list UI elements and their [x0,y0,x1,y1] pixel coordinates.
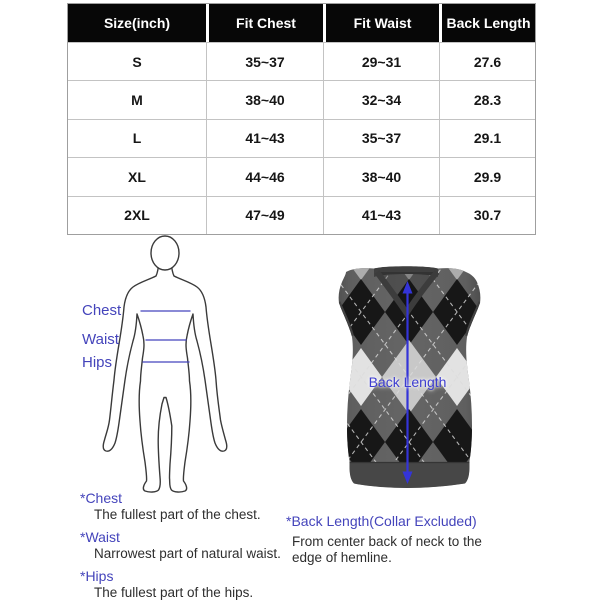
cell-chest: 41~43 [206,118,323,158]
hips-label: Hips [82,354,113,371]
col-header-size: Size(inch) [68,4,206,42]
table-row: 2XL 47~49 41~43 30.7 [68,195,535,234]
note-desc-hips: The fullest part of the hips. [94,585,254,600]
measurement-notes-left: *Chest The fullest part of the chest. *W… [80,490,310,600]
table-row: M 38~40 32~34 28.3 [68,80,535,119]
cell-chest: 35~37 [206,42,323,81]
cell-size: S [68,42,206,81]
note-title-chest: *Chest [80,490,123,506]
cell-back-length: 28.3 [439,80,535,119]
cell-chest: 44~46 [206,157,323,196]
col-header-fit-chest: Fit Chest [206,4,323,42]
note-title-hips: *Hips [80,568,114,584]
col-header-back-length: Back Length [439,4,535,42]
chest-label: Chest [82,302,122,319]
body-head [150,235,180,271]
col-header-fit-waist: Fit Waist [323,4,439,42]
table-row: L 41~43 35~37 29.1 [68,118,535,158]
cell-waist: 29~31 [323,42,439,81]
note-title-waist: *Waist [80,529,120,545]
body-outline-figure [102,235,228,493]
cell-waist: 38~40 [323,157,439,196]
note-desc-waist: Narrowest part of natural waist. [94,546,281,561]
size-chart-table: Size(inch) Fit Chest Fit Waist Back Leng… [67,3,536,235]
back-length-label: Back Length [368,374,447,390]
cell-size: 2XL [68,195,206,234]
table-row: S 35~37 29~31 27.6 [68,42,535,81]
cell-back-length: 29.1 [439,118,535,158]
cell-waist: 32~34 [323,80,439,119]
cell-chest: 38~40 [206,80,323,119]
waist-label: Waist [82,331,119,348]
note-title-back-length: *Back Length(Collar Excluded) [286,513,477,529]
table-row: XL 44~46 38~40 29.9 [68,157,535,196]
cell-size: M [68,80,206,119]
cell-back-length: 29.9 [439,157,535,196]
arrow-down-head [402,471,413,484]
cell-waist: 35~37 [323,118,439,158]
cell-waist: 41~43 [323,195,439,234]
cell-chest: 47~49 [206,195,323,234]
cell-back-length: 30.7 [439,195,535,234]
cell-size: L [68,118,206,158]
cell-size: XL [68,157,206,196]
arrow-up-head [402,281,413,294]
back-length-arrow [402,281,413,484]
note-desc-chest: The fullest part of the chest. [94,507,261,522]
cell-back-length: 27.6 [439,42,535,81]
body-silhouette [102,260,228,493]
table-header-row: Size(inch) Fit Chest Fit Waist Back Leng… [68,4,535,42]
measurement-notes-right: *Back Length(Collar Excluded) From cente… [286,513,514,572]
note-desc-back-length: From center back of neck to the edge of … [292,534,482,565]
